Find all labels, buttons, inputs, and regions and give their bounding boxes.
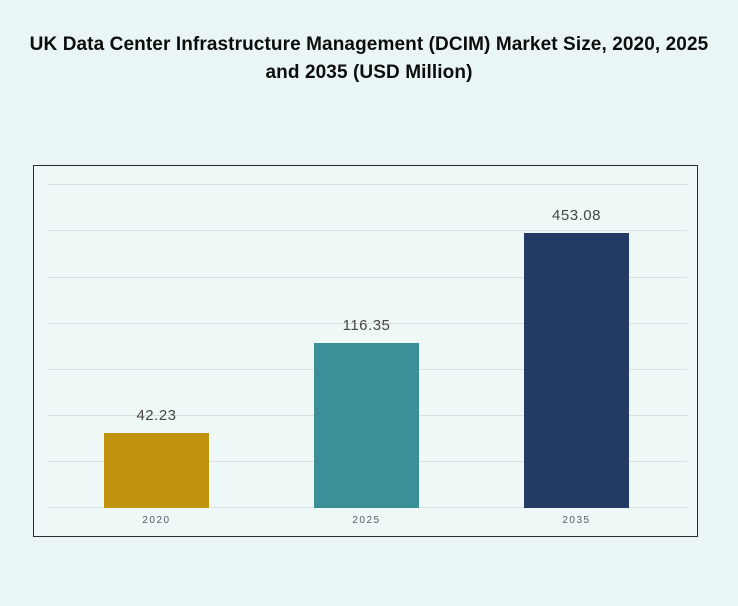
bar-value-label-2035: 453.08 [552, 207, 601, 224]
chart-title: UK Data Center Infrastructure Management… [0, 31, 738, 87]
bar-2035 [524, 233, 629, 508]
bar-value-label-2025: 116.35 [342, 317, 391, 334]
chart-title-line2: and 2035 (USD Million) [265, 62, 473, 83]
bar-value-label-2020: 42.23 [136, 407, 177, 424]
gridline [48, 184, 687, 185]
bar-2025 [314, 343, 419, 508]
gridline [48, 323, 687, 324]
bar-2020 [104, 433, 209, 508]
plot-area: 42.23 2020 116.35 2025 453.08 2035 [33, 165, 698, 537]
gridline [48, 277, 687, 278]
x-axis-label-2035: 2035 [562, 515, 591, 526]
x-axis-label-2025: 2025 [352, 515, 381, 526]
gridline [48, 230, 687, 231]
chart-title-line1: UK Data Center Infrastructure Management… [29, 34, 709, 55]
x-axis-label-2020: 2020 [142, 515, 171, 526]
